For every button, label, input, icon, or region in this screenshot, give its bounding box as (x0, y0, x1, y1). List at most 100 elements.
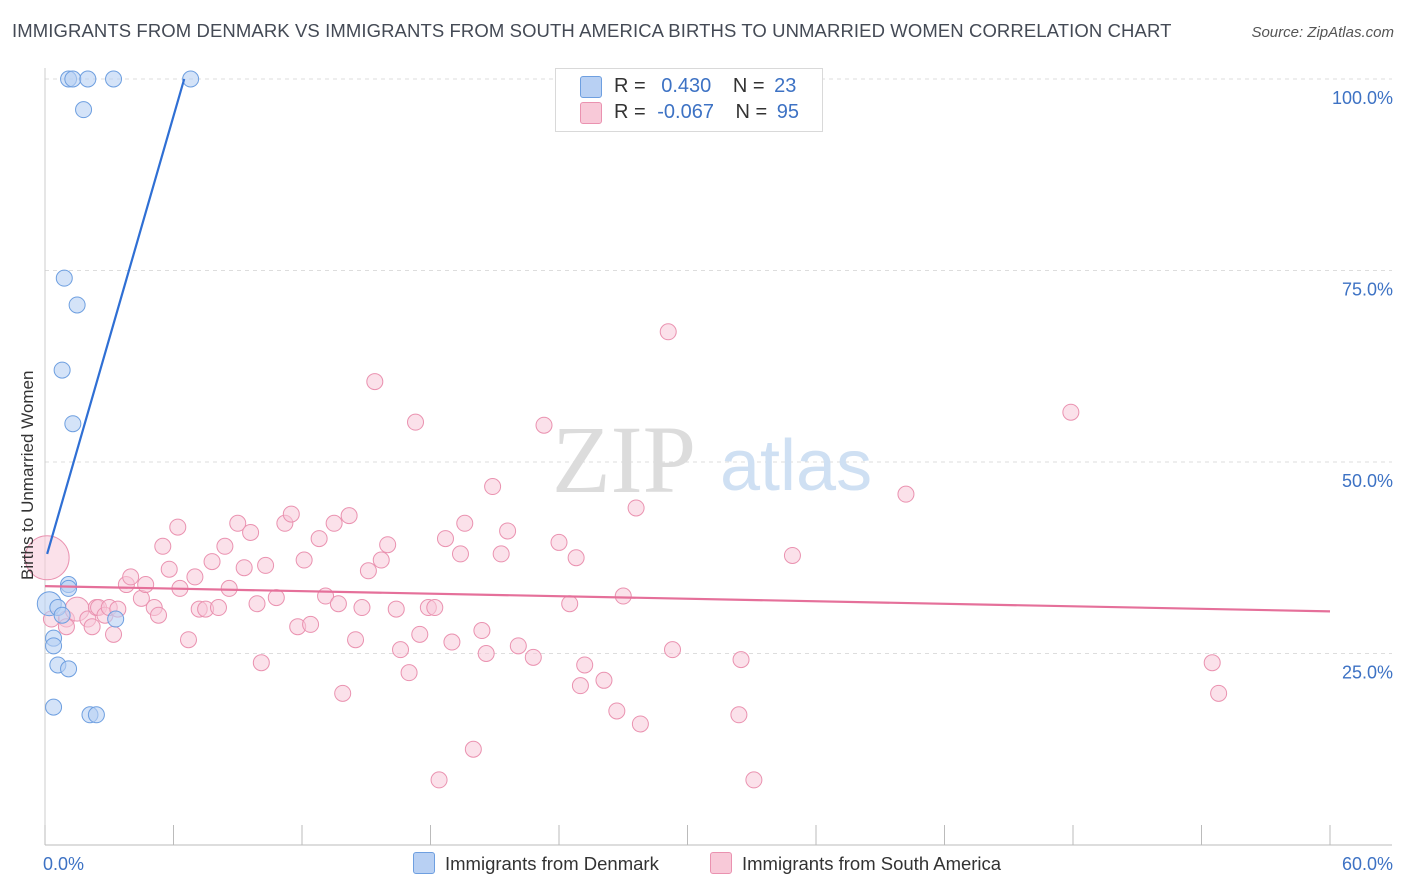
data-point-south-america (1203, 654, 1221, 672)
data-point-south-america (614, 587, 632, 605)
legend-n-label: N = (735, 101, 768, 123)
data-point-denmark (53, 606, 71, 624)
data-point-south-america (535, 416, 553, 434)
data-point-south-america (407, 413, 425, 431)
data-point-south-america (122, 568, 140, 586)
data-point-south-america (897, 485, 915, 503)
data-point-south-america (353, 599, 371, 617)
x-tick-label-min: 0.0% (43, 854, 84, 874)
data-point-south-america (203, 553, 221, 571)
data-point-south-america (257, 556, 275, 574)
data-point-south-america (473, 622, 491, 640)
data-point-south-america (295, 551, 313, 569)
data-point-denmark (60, 660, 78, 678)
data-point-south-america (411, 625, 429, 643)
data-point-denmark (107, 610, 125, 628)
watermark-atlas: atlas (720, 426, 872, 506)
y-axis-label: Births to Unmarried Women (18, 370, 37, 580)
data-point-south-america (567, 549, 585, 567)
data-point-south-america (209, 599, 227, 617)
data-point-denmark (68, 296, 86, 314)
data-point-south-america (267, 589, 285, 607)
legend-r-label: R = (614, 75, 646, 97)
bottom-legend-swatch-blue (413, 852, 435, 874)
legend-swatch-blue (580, 76, 602, 98)
bottom-legend-denmark: Immigrants from Denmark (413, 852, 659, 875)
legend-n-value-denmark: 23 (774, 75, 797, 97)
data-point-south-america (372, 551, 390, 569)
stats-legend: R = 0.430 N = 23 R = -0.067 N = 95 (555, 68, 823, 132)
legend-r-value-denmark: 0.430 (661, 75, 712, 97)
data-point-south-america (477, 645, 495, 662)
bottom-legend-label-denmark: Immigrants from Denmark (445, 853, 659, 874)
data-point-south-america (150, 606, 168, 624)
data-point-denmark (87, 706, 105, 724)
data-point-south-america (576, 656, 594, 674)
data-point-denmark (64, 415, 82, 433)
data-point-south-america (492, 545, 510, 563)
data-point-south-america (1062, 403, 1080, 421)
data-point-south-america (1210, 684, 1228, 702)
data-point-south-america (179, 631, 197, 649)
data-point-denmark (53, 361, 71, 379)
watermark: ZIP atlas (552, 406, 872, 513)
y-tick-label: 50.0% (1342, 471, 1393, 491)
axes (44, 68, 1392, 846)
data-point-south-america (137, 576, 155, 594)
data-point-south-america (387, 600, 405, 618)
data-point-south-america (105, 625, 123, 643)
data-point-denmark (75, 101, 93, 119)
data-point-south-america (83, 618, 101, 636)
data-point-south-america (242, 523, 260, 541)
data-point-south-america (732, 651, 750, 669)
data-point-south-america (220, 579, 238, 597)
data-point-south-america (627, 499, 645, 517)
y-tick-labels: 25.0% 50.0% 75.0% 100.0% (1332, 88, 1393, 683)
data-point-south-america (608, 702, 626, 720)
data-point-south-america (456, 514, 474, 532)
data-point-south-america (154, 537, 172, 555)
data-point-south-america (340, 507, 358, 525)
source-label: Source: ZipAtlas.com (1251, 24, 1394, 41)
data-point-south-america (484, 478, 502, 496)
data-point-south-america (664, 641, 682, 659)
data-point-south-america (730, 706, 748, 724)
trend-line-denmark (46, 78, 186, 555)
gridlines (45, 78, 1392, 654)
data-point-south-america (426, 599, 444, 617)
data-point-south-america (229, 514, 247, 532)
data-point-denmark (60, 579, 78, 597)
data-point-south-america (659, 323, 677, 341)
data-point-south-america (745, 771, 763, 789)
data-point-south-america (24, 535, 70, 581)
legend-r-label: R = (614, 101, 646, 123)
data-point-south-america (430, 771, 448, 789)
watermark-zip: ZIP (552, 406, 696, 513)
data-point-south-america (325, 514, 343, 532)
data-point-south-america (359, 562, 377, 580)
data-point-south-america (464, 740, 482, 758)
chart-title: IMMIGRANTS FROM DENMARK VS IMMIGRANTS FR… (12, 20, 1172, 41)
bottom-legend-label-south-america: Immigrants from South America (742, 853, 1002, 874)
trend-lines (44, 78, 1331, 613)
data-point-denmark (45, 637, 63, 655)
data-point-south-america (248, 595, 266, 613)
data-point-south-america (282, 505, 300, 523)
legend-n-label: N = (732, 75, 765, 97)
x-tick-label-max: 60.0% (1342, 854, 1393, 874)
y-tick-label: 25.0% (1342, 663, 1393, 683)
data-point-south-america (310, 530, 328, 548)
data-point-south-america (347, 631, 365, 649)
data-point-denmark (45, 698, 63, 716)
data-point-south-america (451, 545, 469, 563)
data-point-south-america (524, 648, 542, 666)
legend-swatch-pink (580, 102, 602, 124)
data-point-south-america (366, 373, 384, 391)
data-point-south-america (783, 546, 801, 564)
data-point-denmark (105, 70, 123, 88)
data-point-denmark (64, 70, 82, 88)
data-point-south-america (595, 671, 613, 689)
series-south-america-points (24, 323, 1228, 789)
data-point-south-america (443, 633, 461, 651)
